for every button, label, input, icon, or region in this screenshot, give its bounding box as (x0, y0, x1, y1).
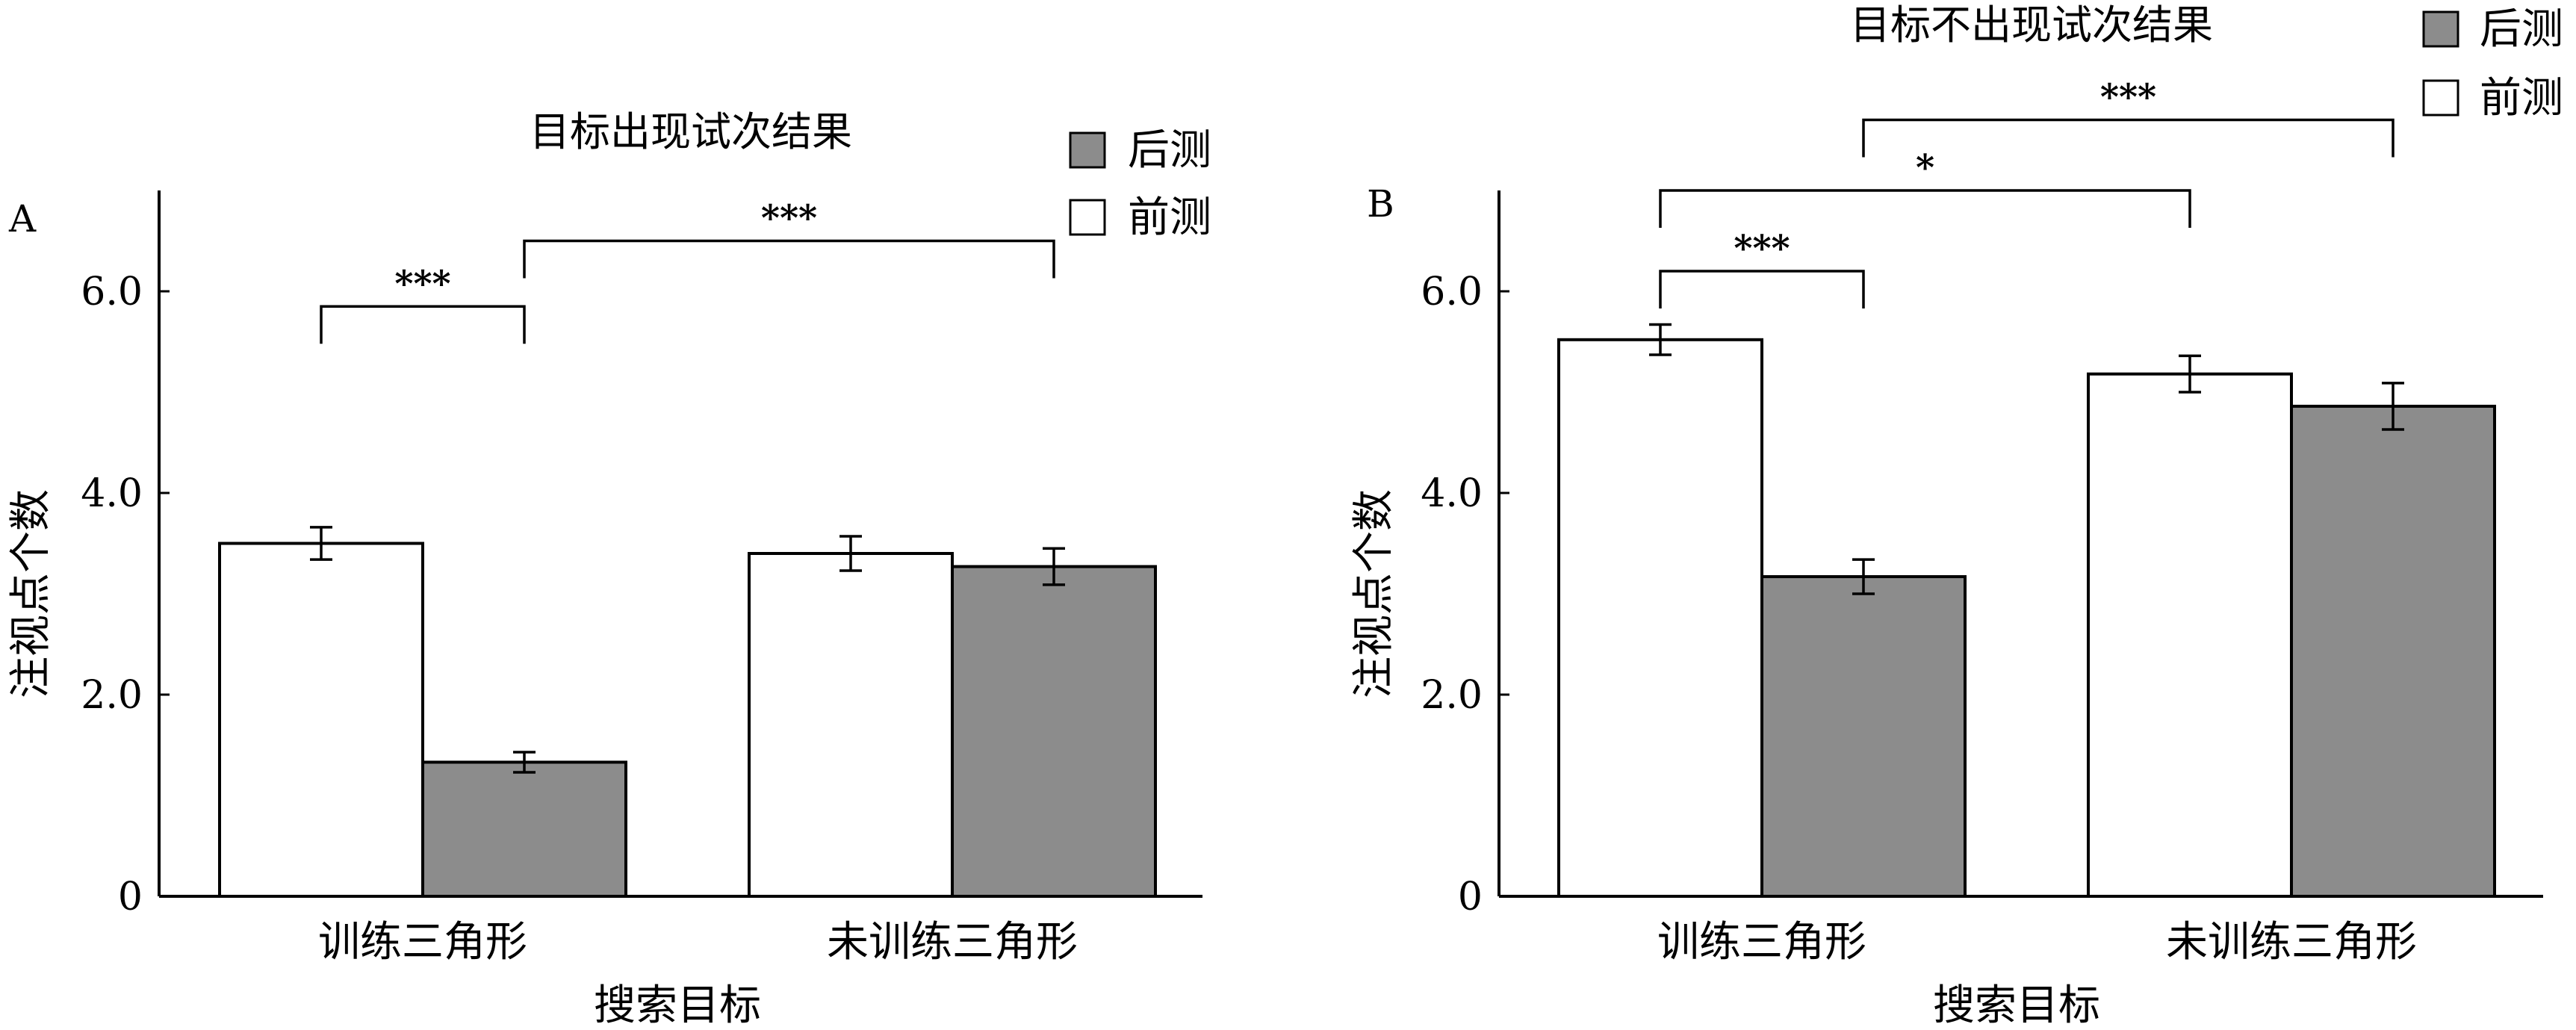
panel-1-bar-s1-c1 (2290, 404, 2496, 898)
panel-1-y-tick-label: 2.0 (1421, 673, 1483, 718)
panel-1-significance-bracket (1659, 189, 2191, 228)
panel-0-y-tick-label: 4.0 (81, 471, 143, 516)
panel-0-bar-s0-c1 (748, 552, 954, 898)
panel-0-bar-s0-c0 (218, 542, 424, 898)
panel-1-category-label: 未训练三角形 (2166, 918, 2417, 967)
panel-0-significance-bracket (320, 305, 526, 344)
panel-1-legend-label: 前测 (2480, 74, 2563, 122)
panel-1-significance-label: * (1916, 147, 1934, 189)
panel-0-y-tick-label: 6.0 (81, 270, 143, 314)
panel-1-y-tick-label: 4.0 (1421, 471, 1483, 516)
panel-1-legend-label: 后测 (2480, 5, 2563, 54)
panel-1-title: 目标不出现试次结果 (1850, 1, 2213, 49)
panel-1-significance-bracket (1862, 118, 2395, 158)
panel-1-legend-swatch (2422, 79, 2459, 117)
panel-0-x-axis-label: 搜索目标 (594, 981, 761, 1030)
panel-0-letter: A (8, 197, 37, 241)
panel-1-bar-s0-c0 (1557, 338, 1763, 898)
panel-1-bar-s0-c1 (2087, 372, 2293, 898)
panel-0-y-tick-label: 0 (118, 875, 143, 919)
panel-0-y-axis-label: 注视点个数 (7, 489, 55, 698)
panel-0-legend-swatch (1069, 131, 1106, 169)
panel-1-category-label: 训练三角形 (1657, 918, 1866, 967)
panel-1-y-tick-label: 6.0 (1421, 270, 1483, 314)
panel-0-significance-label: *** (394, 263, 450, 305)
panel-0-bar-s1-c0 (421, 760, 627, 899)
panel-0-y-tick-label: 2.0 (81, 673, 143, 718)
panel-0-significance-bracket (523, 239, 1055, 279)
panel-1-legend-swatch (2422, 10, 2459, 48)
panel-0-significance-label: *** (761, 198, 817, 240)
panel-0-category-label: 训练三角形 (318, 918, 527, 967)
panel-1-significance-label: *** (2100, 77, 2156, 119)
panel-1-significance-label: *** (1734, 228, 1790, 270)
panel-1-bar-s1-c0 (1760, 575, 1967, 898)
panel-1-significance-bracket (1659, 270, 1865, 308)
panel-0-legend-label: 后测 (1128, 126, 1211, 175)
panel-0-legend-swatch (1069, 199, 1106, 236)
panel-0-category-label: 未训练三角形 (827, 918, 1078, 967)
panel-1-letter: B (1367, 182, 1394, 226)
panel-0-title: 目标出现试次结果 (530, 108, 852, 155)
panel-0-bar-s1-c1 (951, 565, 1157, 898)
panel-0-legend-label: 前测 (1128, 193, 1211, 242)
panel-1-x-axis-label: 搜索目标 (1933, 981, 2100, 1030)
panel-1-y-axis-label: 注视点个数 (1350, 489, 1398, 698)
panel-1-y-tick-label: 0 (1458, 875, 1483, 919)
